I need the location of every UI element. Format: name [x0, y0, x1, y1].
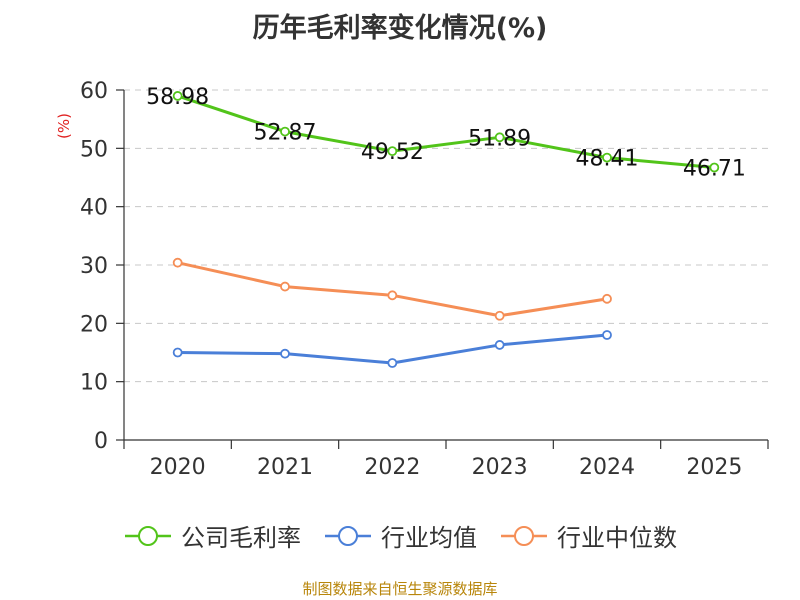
data-point [602, 152, 612, 163]
x-tick-label: 2021 [257, 455, 313, 480]
x-tick-label: 2022 [364, 455, 420, 480]
y-axis-label: (%) [55, 113, 73, 139]
data-point [387, 290, 398, 301]
y-tick-label: 10 [80, 371, 108, 396]
y-tick-label: 40 [80, 196, 108, 221]
legend-marker-icon [325, 525, 371, 546]
legend-marker-icon [125, 525, 171, 546]
data-point [602, 330, 612, 340]
series-lines [172, 91, 720, 368]
y-tick-label: 50 [80, 137, 108, 162]
series-line [177, 94, 715, 170]
y-tick-label: 60 [80, 79, 108, 104]
data-label: 51.89 [468, 126, 531, 151]
legend-item[interactable]: 公司毛利率 [123, 518, 301, 553]
chart-legend: 公司毛利率 行业均值 行业中位数 [0, 518, 800, 553]
legend-label: 行业均值 [381, 524, 477, 552]
data-label: 52.87 [254, 121, 317, 146]
grid-lines [124, 89, 768, 383]
data-point [280, 348, 290, 359]
legend-label: 公司毛利率 [181, 524, 301, 552]
legend-item[interactable]: 行业均值 [323, 518, 477, 553]
data-point [494, 132, 505, 143]
y-tick-label: 20 [80, 312, 108, 337]
x-tick-label: 2020 [150, 455, 206, 480]
x-tick-label: 2023 [472, 455, 528, 480]
legend-item[interactable]: 行业中位数 [499, 518, 677, 553]
data-source-note: 制图数据来自恒生聚源数据库 [302, 580, 498, 598]
data-label: 49.52 [361, 140, 424, 165]
chart-title: 历年毛利率变化情况(%) [252, 13, 548, 44]
data-point [387, 146, 398, 157]
data-point [709, 162, 720, 173]
data-point [280, 126, 290, 137]
data-label: 48.41 [576, 147, 639, 172]
data-label: 58.98 [146, 85, 209, 110]
x-tick-label: 2024 [579, 455, 635, 480]
axes: 0 10 20 30 40 50 60 2020 2021 2022 2023 2024 2025 [80, 79, 769, 480]
x-tick-label: 2025 [686, 455, 742, 480]
data-point [172, 91, 183, 101]
y-tick-label: 0 [94, 429, 108, 454]
data-point [494, 310, 505, 321]
y-tick-label: 30 [80, 254, 108, 279]
legend-label: 行业中位数 [557, 524, 677, 552]
data-point [172, 347, 183, 358]
legend-marker-icon [501, 525, 547, 546]
series-line [177, 261, 608, 318]
data-label: 46.71 [683, 157, 746, 182]
data-point [172, 257, 183, 268]
data-point [494, 340, 505, 350]
data-labels: 58.98 52.87 49.52 51.89 48.41 46.71 [146, 85, 746, 182]
data-point [280, 281, 290, 292]
data-point [387, 358, 398, 368]
data-point [602, 293, 612, 304]
